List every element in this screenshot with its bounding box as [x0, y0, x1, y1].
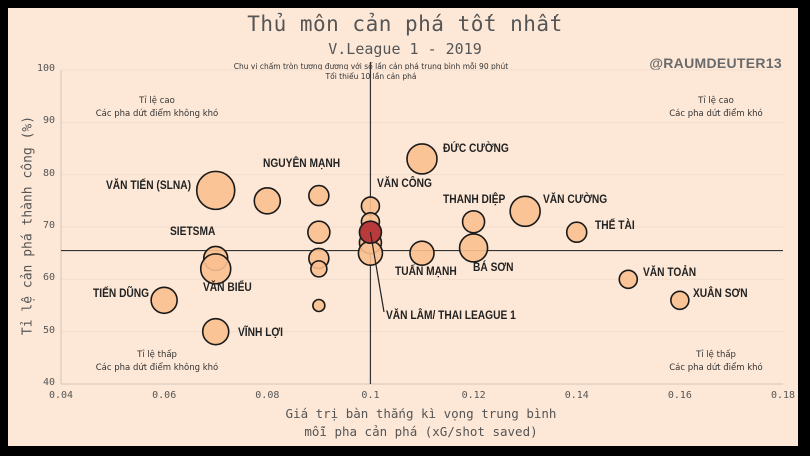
y-tick-label: 90 — [43, 115, 56, 127]
quadrant-line2: Các pha dứt điểm khó — [669, 109, 763, 119]
quadrant-line2: Các pha dứt điểm không khó — [95, 109, 219, 119]
x-tick-label: 0.08 — [255, 390, 280, 401]
quadrant-line2: Các pha dứt điểm không khó — [95, 363, 219, 373]
goalkeeper-bubble — [406, 143, 438, 175]
quadrant-bottom-right: Tỉ lệ thấp Các pha dứt điểm khó — [626, 349, 806, 375]
x-tick-label: 0.12 — [461, 390, 486, 401]
highlight-leader-line — [369, 232, 385, 313]
goalkeeper-bubble — [618, 269, 639, 290]
y-tick-label: 50 — [43, 324, 56, 336]
y-tick-label: 40 — [43, 377, 56, 388]
goalkeeper-label: VĨNH LỢI — [238, 325, 283, 339]
y-axis-label: Tỉ lệ cản phá thành công (%) — [20, 115, 36, 336]
y-tick-label: 80 — [43, 167, 56, 179]
goalkeeper-label: ĐỨC CƯỜNG — [443, 141, 509, 155]
goalkeeper-label: SIETSMA — [170, 224, 216, 238]
goalkeeper-bubble — [195, 170, 236, 211]
goalkeeper-label: TIẾN DŨNG — [93, 286, 150, 300]
x-tick-label: 0.06 — [152, 390, 177, 401]
author-watermark: @RAUMDEUTER13 — [649, 55, 782, 71]
quadrant-line1: Tỉ lệ cao — [698, 96, 734, 106]
goalkeeper-label: VĂN CÔNG — [377, 176, 432, 190]
quadrant-line1: Tỉ lệ cao — [139, 96, 175, 106]
quadrant-line1: Tỉ lệ thấp — [696, 350, 736, 360]
goalkeeper-label: XUÂN SƠN — [693, 286, 748, 300]
y-tick-label: 100 — [37, 63, 56, 74]
goalkeeper-bubble — [310, 260, 328, 278]
goalkeeper-label: VĂN TOẢN — [643, 265, 697, 279]
x-tick-label: 0.18 — [771, 390, 796, 401]
quadrant-top-right: Tỉ lệ cao Các pha dứt điểm khó — [626, 95, 806, 121]
chart-title: Thủ môn cản phá tốt nhất — [247, 12, 563, 36]
goalkeeper-label: VĂN CƯỜNG — [543, 192, 608, 206]
goalkeeper-bubble — [312, 298, 326, 313]
quadrant-top-left: Tỉ lệ cao Các pha dứt điểm không khó — [67, 95, 247, 121]
goalkeeper-bubble — [357, 240, 384, 266]
goalkeeper-label: THẾ TÀI — [595, 218, 635, 232]
goalkeeper-bubble — [670, 290, 690, 311]
y-tick-label: 70 — [43, 220, 56, 231]
x-tick-label: 0.16 — [667, 390, 692, 401]
chart-subtitle: V.League 1 - 2019 — [328, 40, 482, 58]
goalkeeper-bubble — [409, 240, 435, 266]
goalkeeper-label: VĂN TIẾN (SLNA) — [106, 178, 191, 192]
goalkeeper-bubble — [307, 220, 331, 245]
goalkeeper-bubble — [253, 187, 282, 215]
x-axis-label-line1: Giá trị bàn thắng kì vọng trung bình — [285, 406, 557, 421]
goalkeeper-bubble — [565, 221, 588, 244]
quadrant-line2: Các pha dứt điểm khó — [669, 363, 763, 373]
goalkeeper-bubble — [199, 253, 232, 285]
x-axis-label-line2: mỗi pha cản phá (xG/shot saved) — [304, 424, 538, 439]
goalkeeper-label: TUẤN MẠNH — [395, 264, 457, 278]
goalkeeper-label: THANH DIỆP — [443, 192, 506, 206]
goalkeeper-bubble — [509, 195, 541, 228]
goalkeeper-bubble — [461, 209, 486, 234]
x-tick-label: 0.14 — [564, 390, 589, 401]
y-tick-label: 60 — [43, 272, 56, 284]
goalkeeper-bubble — [150, 286, 178, 315]
x-tick-label: 0.04 — [49, 390, 74, 401]
quadrant-bottom-left: Tỉ lệ thấp Các pha dứt điểm không khó — [67, 349, 247, 375]
goalkeeper-label: NGUYÊN MẠNH — [263, 156, 341, 170]
goalkeeper-bubble — [308, 184, 330, 207]
goalkeeper-bubble — [201, 317, 230, 346]
x-tick-label: 0.1 — [361, 390, 380, 401]
goalkeeper-label: VĂN BIỂU — [203, 280, 252, 294]
goalkeeper-label: BÁ SƠN — [473, 260, 514, 274]
quadrant-line1: Tỉ lệ thấp — [137, 350, 177, 360]
goalkeeper-bubble — [458, 233, 489, 263]
goalkeeper-label: VĂN LÂM/ THAI LEAGUE 1 — [386, 308, 516, 322]
